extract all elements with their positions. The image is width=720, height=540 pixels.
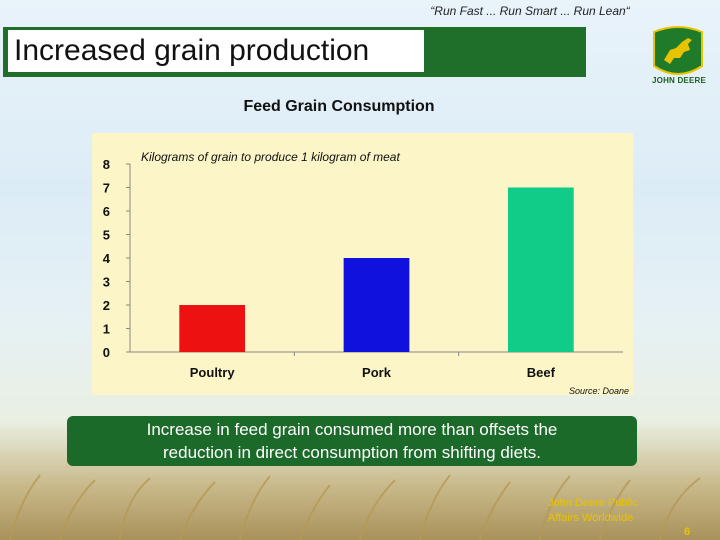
footer-line-1: John Deere Public bbox=[548, 497, 638, 509]
x-tick-label: Pork bbox=[362, 365, 392, 380]
page-number: 6 bbox=[684, 526, 691, 538]
caption-line-1: Increase in feed grain consumed more tha… bbox=[146, 420, 558, 439]
x-tick-label: Beef bbox=[527, 365, 556, 380]
y-tick-label: 2 bbox=[103, 298, 110, 313]
y-tick-label: 0 bbox=[103, 345, 110, 360]
chart-title: Feed Grain Consumption bbox=[243, 98, 435, 115]
footer-text: John Deere Public Affairs Worldwide bbox=[548, 496, 658, 526]
slide-title: Increased grain production bbox=[8, 30, 424, 72]
caption-box: Increase in feed grain consumed more tha… bbox=[67, 416, 637, 466]
y-tick-label: 1 bbox=[103, 322, 110, 337]
footer-line-2: Affairs Worldwide bbox=[548, 512, 634, 524]
chart-area: Kilograms of grain to produce 1 kilogram… bbox=[92, 133, 633, 395]
brand-text: JOHN DEERE bbox=[652, 76, 707, 85]
bar-poultry bbox=[179, 305, 246, 352]
y-tick-label: 8 bbox=[103, 157, 110, 172]
bar-pork bbox=[343, 258, 410, 352]
y-tick-label: 7 bbox=[103, 181, 110, 196]
caption-line-2: reduction in direct consumption from shi… bbox=[163, 443, 541, 462]
john-deere-logo-icon bbox=[653, 26, 703, 75]
x-tick-label: Poultry bbox=[190, 365, 236, 380]
chart-subtitle: Kilograms of grain to produce 1 kilogram… bbox=[141, 150, 400, 164]
y-tick-label: 3 bbox=[103, 275, 110, 290]
y-tick-label: 6 bbox=[103, 204, 110, 219]
chart-source: Source: Doane bbox=[569, 386, 629, 395]
y-tick-label: 4 bbox=[103, 251, 111, 266]
title-bar: Increased grain production bbox=[3, 27, 586, 77]
bar-chart: Kilograms of grain to produce 1 kilogram… bbox=[103, 150, 629, 395]
slogan: “Run Fast ... Run Smart ... Run Lean“ bbox=[430, 4, 630, 18]
wheat-field-decoration bbox=[9, 474, 701, 540]
y-tick-label: 5 bbox=[103, 228, 110, 243]
bar-beef bbox=[507, 187, 574, 352]
